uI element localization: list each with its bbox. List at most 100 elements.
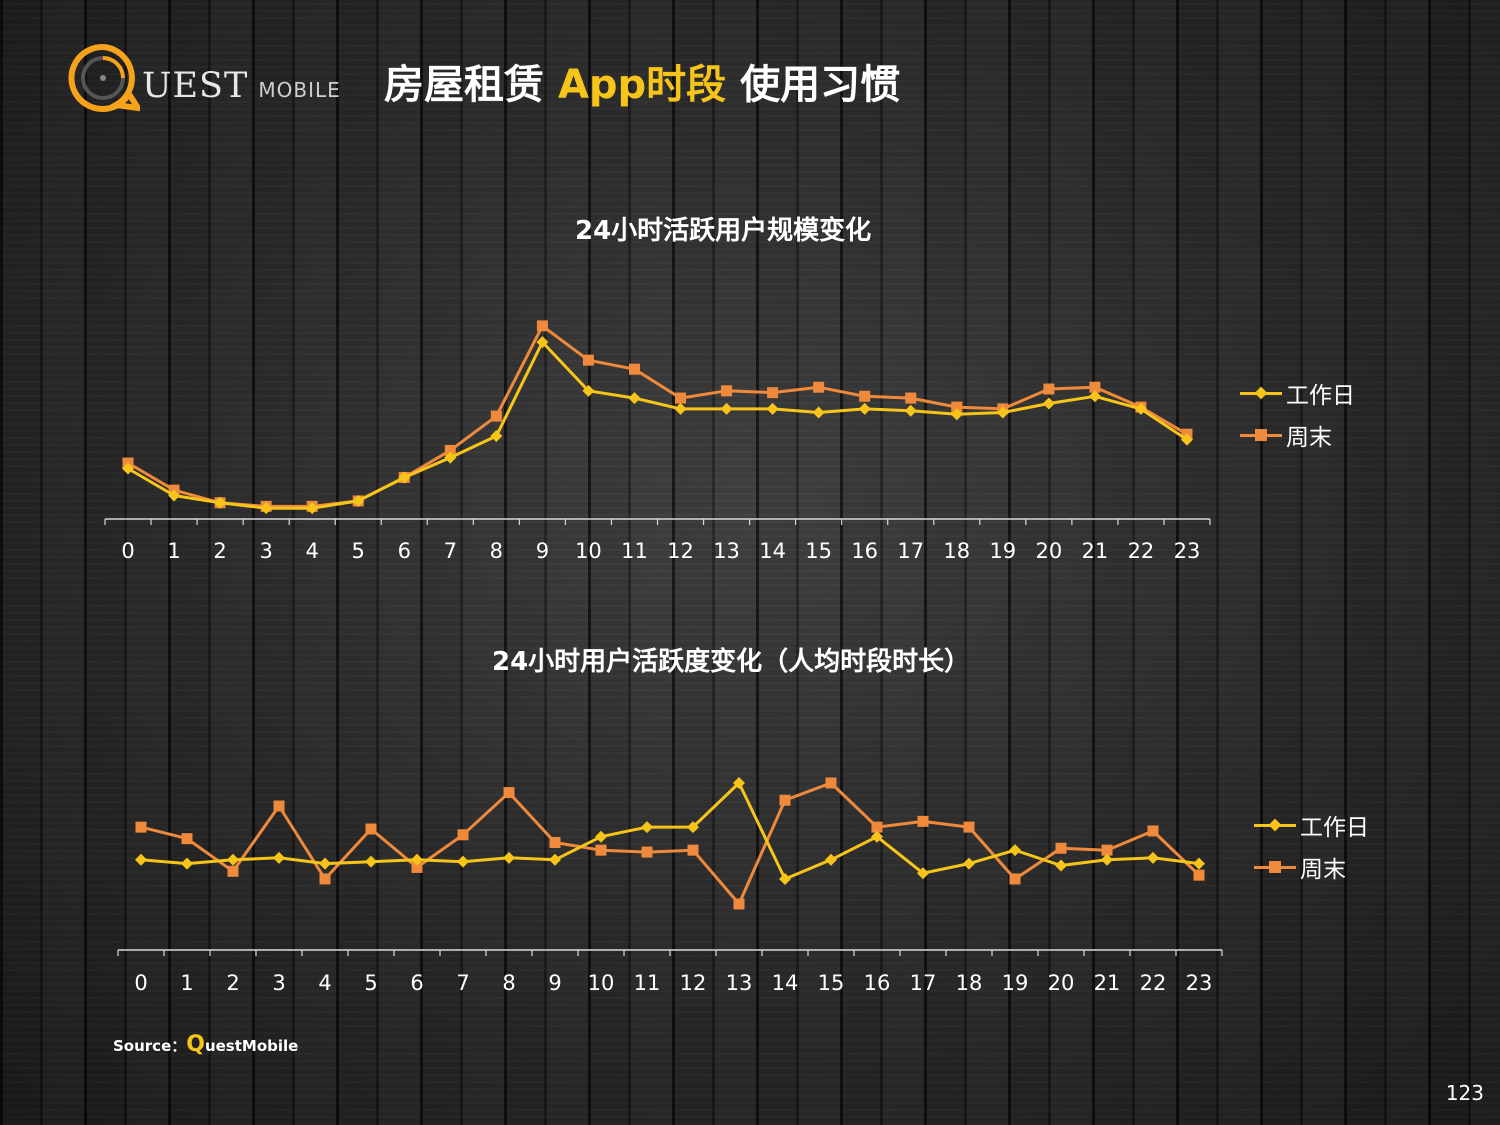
x-tick-label: 20	[1035, 539, 1062, 563]
data-point-workday	[963, 857, 975, 870]
legend-weekend-label: 周末	[1300, 857, 1346, 883]
data-point-workday	[1009, 844, 1021, 857]
chart2-series-weekend-line	[140, 781, 1201, 906]
data-point-weekend	[963, 821, 975, 833]
x-tick-label: 10	[588, 971, 615, 995]
data-point-weekend	[687, 844, 699, 856]
data-point-weekend	[536, 320, 548, 332]
data-point-workday	[1193, 857, 1205, 870]
data-point-workday	[1147, 851, 1159, 864]
x-tick-label: 5	[352, 539, 365, 563]
chart2-title: 24小时用户活跃度变化（人均时段时长）	[492, 647, 971, 677]
data-point-workday	[1101, 853, 1113, 866]
data-point-weekend	[733, 898, 745, 910]
data-point-weekend	[641, 846, 653, 858]
data-point-weekend	[135, 821, 147, 833]
data-point-workday	[352, 494, 365, 507]
page-title-part2: 使用习惯	[726, 62, 901, 108]
data-point-workday	[950, 408, 963, 421]
data-point-weekend	[951, 401, 963, 413]
data-point-workday	[687, 821, 699, 834]
data-point-weekend	[767, 387, 779, 399]
data-point-weekend	[675, 392, 687, 404]
x-tick-label: 2	[213, 539, 226, 563]
data-point-workday	[1180, 433, 1193, 446]
page-title-accent: App时段	[557, 62, 727, 108]
x-tick-label: 23	[1174, 539, 1201, 563]
data-point-weekend	[503, 787, 515, 799]
data-point-weekend	[905, 392, 917, 404]
x-tick-label: 1	[180, 971, 193, 995]
x-tick-label: 15	[805, 539, 832, 563]
data-point-weekend	[411, 861, 423, 873]
x-tick-label: 18	[956, 971, 983, 995]
data-point-workday	[549, 853, 561, 866]
data-point-workday	[457, 855, 469, 868]
x-tick-label: 9	[548, 971, 561, 995]
data-point-workday	[628, 392, 641, 405]
data-point-weekend	[1043, 383, 1055, 395]
x-tick-label: 4	[306, 539, 319, 563]
x-tick-label: 13	[726, 971, 753, 995]
chart1-title: 24小时活跃用户规模变化	[575, 216, 872, 246]
data-point-weekend	[1055, 842, 1067, 854]
legend-item-weekend: 周末	[1254, 846, 1414, 888]
page-number: 123	[1445, 1081, 1484, 1105]
chart2-legend: 工作日 周末	[1254, 804, 1414, 888]
data-point-workday	[536, 336, 549, 349]
data-point-workday	[444, 451, 457, 464]
x-tick-label: 3	[272, 971, 285, 995]
chart2-series-workday-line	[140, 781, 1200, 881]
legend-workday-line	[1254, 818, 1296, 831]
data-point-workday	[779, 872, 791, 885]
data-point-weekend	[859, 390, 871, 402]
legend-workday-line	[1240, 386, 1282, 399]
data-point-workday	[812, 406, 825, 419]
legend-workday-label: 工作日	[1300, 815, 1369, 841]
x-tick-label: 22	[1140, 971, 1167, 995]
x-tick-label: 8	[490, 539, 503, 563]
x-tick-label: 23	[1186, 971, 1213, 995]
x-tick-label: 20	[1048, 971, 1075, 995]
data-point-workday	[720, 402, 733, 415]
legend-workday-label: 工作日	[1286, 383, 1355, 409]
data-point-workday	[582, 384, 595, 397]
source-q: Q	[186, 1032, 205, 1057]
data-point-weekend	[917, 815, 929, 827]
x-tick-label: 11	[621, 539, 648, 563]
data-point-workday	[411, 853, 423, 866]
legend-item-workday: 工作日	[1254, 804, 1414, 846]
x-tick-label: 19	[989, 539, 1016, 563]
x-tick-label: 14	[759, 539, 786, 563]
data-point-workday	[135, 853, 147, 866]
chart1-legend: 工作日 周末	[1240, 372, 1400, 456]
x-tick-label: 1	[167, 539, 180, 563]
x-tick-label: 9	[536, 539, 549, 563]
logo-text: UEST	[142, 66, 249, 106]
x-tick-label: 12	[667, 539, 694, 563]
data-point-workday	[595, 830, 607, 843]
x-tick-label: 15	[818, 971, 845, 995]
data-point-workday	[766, 402, 779, 415]
x-tick-label: 7	[444, 539, 457, 563]
data-point-workday	[398, 471, 411, 484]
data-point-workday	[733, 776, 745, 789]
x-tick-label: 4	[318, 971, 331, 995]
x-tick-label: 0	[121, 539, 134, 563]
data-point-weekend	[1089, 381, 1101, 393]
data-point-weekend	[181, 833, 193, 845]
logo-q-icon	[68, 43, 140, 112]
x-tick-label: 14	[772, 971, 799, 995]
data-point-weekend	[779, 794, 791, 806]
data-point-workday	[260, 502, 273, 515]
data-point-workday	[168, 489, 181, 502]
questmobile-logo: UEST MOBILE	[66, 42, 356, 114]
data-point-workday	[490, 429, 503, 442]
legend-item-workday: 工作日	[1240, 372, 1400, 414]
x-tick-label: 7	[456, 971, 469, 995]
data-point-weekend	[1101, 844, 1113, 856]
source-name: uestMobile	[204, 1037, 299, 1055]
x-tick-label: 21	[1082, 539, 1109, 563]
data-point-workday	[904, 404, 917, 417]
